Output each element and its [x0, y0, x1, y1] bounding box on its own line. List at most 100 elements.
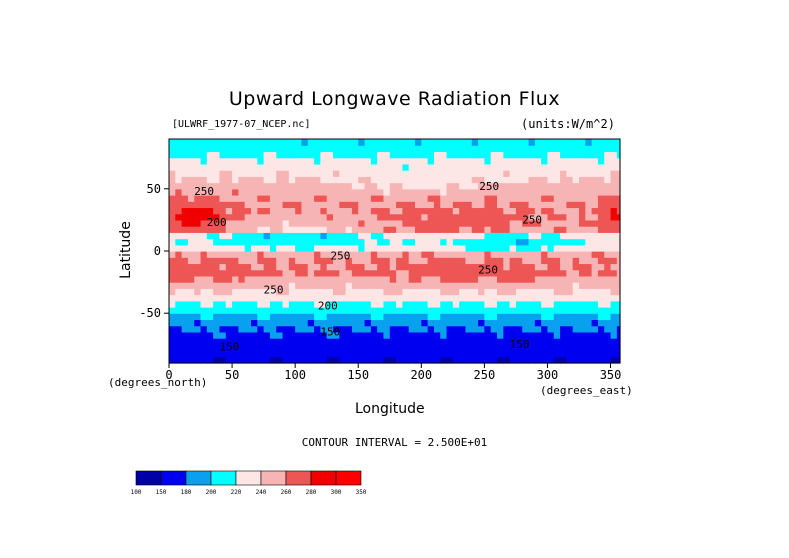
- heatmap-cell: [515, 331, 523, 339]
- heatmap-cell: [484, 251, 492, 258]
- heatmap-cell: [553, 263, 561, 271]
- heatmap-cell: [370, 188, 378, 196]
- heatmap-cell: [497, 288, 504, 296]
- heatmap-cell: [427, 151, 435, 159]
- heatmap-cell: [553, 213, 561, 221]
- heatmap-cell: [333, 331, 340, 339]
- heatmap-cell: [604, 263, 612, 271]
- heatmap-cell: [402, 251, 410, 258]
- heatmap-cell: [421, 226, 429, 233]
- heatmap-cell: [515, 338, 523, 345]
- heatmap-cell: [497, 207, 504, 215]
- contour-label: 250: [522, 214, 542, 227]
- heatmap-cell: [427, 313, 435, 321]
- heatmap-cell: [269, 263, 277, 271]
- heatmap-cell: [597, 325, 605, 333]
- heatmap-cell: [579, 145, 586, 153]
- heatmap-cell: [232, 232, 239, 240]
- heatmap-cell: [534, 338, 542, 345]
- heatmap-cell: [200, 207, 208, 215]
- heatmap-cell: [604, 226, 612, 233]
- heatmap-cell: [597, 307, 605, 314]
- heatmap-cell: [232, 226, 239, 233]
- heatmap-cell: [175, 325, 183, 333]
- heatmap-cell: [251, 145, 258, 153]
- heatmap-cell: [351, 226, 359, 233]
- heatmap-cell: [383, 350, 391, 358]
- heatmap-cell: [515, 226, 523, 233]
- heatmap-cell: [206, 163, 214, 171]
- heatmap-cell: [471, 170, 479, 177]
- heatmap-cell: [269, 269, 277, 277]
- heatmap-cell: [490, 170, 498, 177]
- heatmap-cell: [333, 226, 340, 233]
- heatmap-cell: [553, 188, 561, 196]
- heatmap-cell: [534, 207, 542, 215]
- heatmap-cell: [314, 182, 321, 190]
- heatmap-cell: [534, 195, 542, 202]
- heatmap-cell: [194, 307, 202, 314]
- heatmap-cell: [560, 350, 567, 358]
- heatmap-cell: [389, 325, 397, 333]
- heatmap-cell: [257, 238, 265, 246]
- heatmap-cell: [307, 219, 315, 227]
- heatmap-cell: [345, 356, 353, 364]
- heatmap-cell: [433, 151, 441, 159]
- heatmap-cell: [528, 232, 536, 240]
- heatmap-cell: [433, 313, 441, 321]
- heatmap-cell: [585, 307, 593, 314]
- heatmap-cell: [572, 170, 580, 177]
- heatmap-cell: [396, 182, 403, 190]
- heatmap-cell: [358, 275, 366, 283]
- heatmap-cell: [604, 139, 612, 146]
- heatmap-cell: [364, 238, 372, 246]
- x-axis-title: Longitude: [355, 401, 425, 417]
- heatmap-cell: [307, 325, 315, 333]
- heatmap-cell: [358, 338, 366, 345]
- heatmap-cell: [572, 350, 580, 358]
- heatmap-cell: [396, 219, 403, 227]
- heatmap-cell: [408, 269, 416, 277]
- heatmap-cell: [244, 188, 252, 196]
- heatmap-cell: [345, 139, 353, 146]
- heatmap-cell: [181, 294, 189, 302]
- heatmap-cell: [553, 307, 561, 314]
- heatmap-cell: [408, 163, 416, 171]
- heatmap-cell: [351, 251, 359, 258]
- heatmap-cell: [585, 300, 593, 308]
- heatmap-cell: [452, 176, 460, 184]
- heatmap-cell: [427, 338, 435, 345]
- heatmap-cell: [288, 238, 296, 246]
- heatmap-cell: [314, 170, 321, 177]
- heatmap-cell: [415, 145, 422, 153]
- heatmap-cell: [175, 226, 183, 233]
- heatmap-cell: [383, 151, 391, 159]
- heatmap-cell: [522, 170, 530, 177]
- heatmap-cell: [471, 151, 479, 159]
- heatmap-cell: [604, 201, 612, 209]
- heatmap-cell: [175, 313, 183, 321]
- heatmap-cell: [465, 219, 473, 227]
- heatmap-cell: [408, 344, 416, 352]
- heatmap-cell: [503, 238, 511, 246]
- heatmap-cell: [307, 157, 315, 165]
- heatmap-cell: [244, 182, 252, 190]
- heatmap-cell: [326, 195, 334, 202]
- heatmap-cell: [263, 251, 271, 258]
- heatmap-cell: [169, 244, 176, 252]
- heatmap-cell: [383, 331, 391, 339]
- heatmap-cell: [326, 331, 334, 339]
- heatmap-cell: [509, 213, 517, 221]
- heatmap-cell: [301, 356, 309, 364]
- heatmap-cell: [326, 263, 334, 271]
- heatmap-cell: [333, 195, 340, 202]
- heatmap-cell: [440, 219, 448, 227]
- heatmap-cell: [566, 319, 574, 327]
- heatmap-cell: [541, 282, 549, 289]
- heatmap-cell: [345, 288, 353, 296]
- heatmap-cell: [301, 331, 309, 339]
- heatmap-cell: [497, 356, 504, 364]
- heatmap-cell: [358, 282, 366, 289]
- heatmap-cell: [358, 294, 366, 302]
- heatmap-cell: [396, 195, 403, 202]
